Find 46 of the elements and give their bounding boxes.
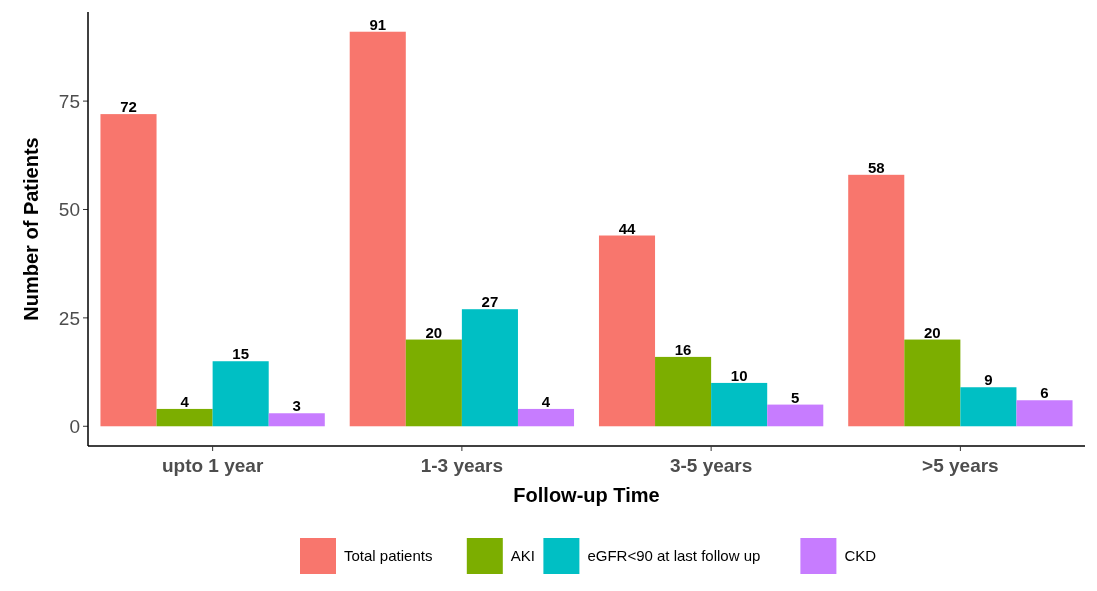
bar [904, 339, 961, 427]
y-tick-label: 0 [69, 415, 80, 437]
data-label: 5 [791, 388, 800, 406]
data-label: 3 [292, 397, 301, 415]
x-tick-label: upto 1 year [161, 455, 264, 476]
bar [655, 356, 712, 427]
bar [598, 235, 656, 427]
y-tick-label: 50 [58, 199, 80, 221]
data-label: 9 [984, 371, 993, 389]
data-label: 72 [120, 98, 137, 116]
bar [1016, 400, 1073, 427]
bar [156, 408, 213, 427]
bar [100, 114, 157, 427]
data-label: 20 [923, 323, 941, 341]
x-tick-label: >5 years [922, 455, 999, 476]
y-tick-label: 25 [58, 307, 80, 329]
x-tick-label: 3-5 years [669, 455, 753, 476]
bar [517, 408, 575, 427]
y-axis-title: Number of Patients [20, 137, 42, 321]
data-label: 15 [232, 345, 250, 363]
bar [212, 361, 269, 427]
data-label: 4 [180, 392, 190, 410]
data-label: 58 [867, 158, 885, 176]
legend-label: AKI [510, 547, 535, 565]
bar [767, 404, 824, 427]
legend-label: CKD [844, 547, 877, 565]
x-axis-title: Follow-up Time [513, 484, 660, 506]
bar [268, 413, 325, 427]
data-label: 4 [541, 392, 551, 410]
x-tick-label: 1-3 years [420, 455, 504, 476]
bar [848, 174, 905, 427]
legend-label: Total patients [344, 547, 433, 565]
bar [461, 309, 518, 427]
bar [405, 339, 462, 427]
data-label: 16 [674, 340, 692, 358]
bar [349, 31, 406, 427]
data-label: 91 [369, 15, 387, 33]
data-label: 6 [1040, 384, 1049, 402]
legend-label: eGFR<90 at last follow up [587, 547, 761, 565]
bar [711, 382, 768, 427]
y-tick-label: 75 [58, 90, 80, 112]
data-label: 44 [618, 219, 636, 237]
data-label: 20 [425, 323, 443, 341]
bar [960, 387, 1017, 427]
data-label: 27 [481, 293, 499, 311]
data-label: 10 [730, 366, 748, 384]
